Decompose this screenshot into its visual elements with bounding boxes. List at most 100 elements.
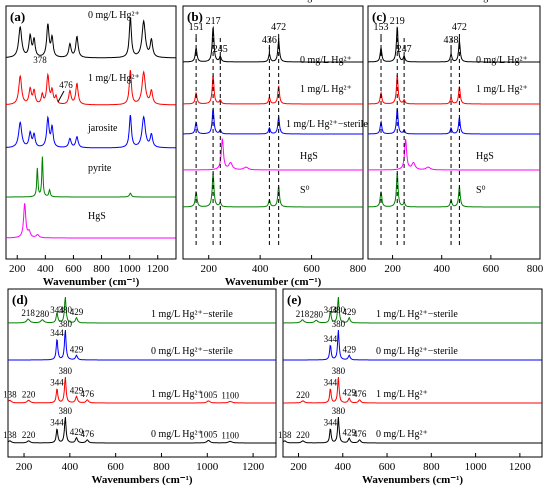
x-tick-label-d-1000: 1000 bbox=[196, 461, 219, 473]
series-label-b-3: HgS bbox=[300, 151, 318, 162]
peak-label-c-1: 219 bbox=[390, 16, 405, 27]
peak-label-d-2-344: 344 bbox=[50, 378, 64, 388]
peak-label-d-0-344: 344 bbox=[50, 305, 64, 315]
series-label-a-1: 1 mg/L Hg²⁺ bbox=[88, 73, 140, 84]
series-line-e-0 bbox=[283, 296, 542, 324]
peak-label-d-2-380: 380 bbox=[59, 366, 73, 376]
series-label-a-3: pyrite bbox=[88, 163, 112, 174]
series-line-d-2 bbox=[7, 376, 276, 404]
x-tick-label-e-200: 200 bbox=[290, 461, 307, 473]
x-axis-label-d: Wavenumbers (cm⁻¹) bbox=[91, 474, 192, 486]
x-tick-label-d-1200: 1200 bbox=[242, 461, 265, 473]
series-line-b-3 bbox=[182, 137, 363, 171]
panel-a: (a) 200 400 600 800 1000 1200 Wavenumber (cm⁻¹)… bbox=[5, 5, 177, 288]
annotation-a-0: 378 bbox=[33, 55, 47, 65]
series-label-a-4: HgS bbox=[88, 211, 106, 222]
series-line-a-0 bbox=[6, 17, 176, 59]
series-line-d-3 bbox=[7, 416, 276, 444]
plot-frame-e bbox=[282, 288, 543, 458]
series-label-b-0: 0 mg/L Hg²⁺ bbox=[300, 55, 352, 66]
peak-label-d-3-220: 220 bbox=[22, 430, 36, 440]
peak-label-c-2: 247 bbox=[397, 44, 412, 55]
peak-label-d-2-138: 138 bbox=[3, 389, 17, 399]
peak-label-d-2-429: 429 bbox=[70, 386, 84, 396]
peak-label-e-1-429: 429 bbox=[342, 345, 356, 355]
series-line-d-1 bbox=[8, 329, 276, 361]
x-tick-label-a-1200: 1200 bbox=[147, 263, 170, 275]
x-tick-label-c-400: 400 bbox=[433, 263, 450, 275]
series-label-e-1: 0 mg/L Hg²⁺−sterile bbox=[376, 346, 458, 357]
x-tick-label-a-1000: 1000 bbox=[119, 263, 142, 275]
peak-label-e-3-429: 429 bbox=[342, 427, 356, 437]
x-tick-label-e-600: 600 bbox=[379, 461, 396, 473]
series-line-c-1 bbox=[368, 75, 540, 105]
peak-label-d-1-344: 344 bbox=[50, 328, 64, 338]
peak-label-e-0-344: 344 bbox=[324, 305, 338, 315]
peak-label-e-1-344: 344 bbox=[324, 334, 338, 344]
peak-label-b-3: 436 bbox=[262, 35, 277, 46]
peak-label-b-0: 151 bbox=[189, 22, 204, 33]
x-tick-label-e-400: 400 bbox=[335, 461, 352, 473]
panel-c: (c) 200 400 600 800 0 mg/L Hg²⁺ 1 mg/L Hg²⁺ HgS… bbox=[368, 0, 544, 275]
series-label-e-3: 0 mg/L Hg²⁺ bbox=[376, 429, 428, 440]
series-label-d-3: 0 mg/L Hg²⁺ bbox=[151, 429, 203, 440]
series-line-a-4 bbox=[6, 203, 176, 239]
x-tick-label-c-800: 800 bbox=[527, 263, 544, 275]
panel-b: (b) 200 400 600 800 Wavenumber (cm⁻¹) 0 mg/L H… bbox=[183, 0, 368, 288]
peak-label-e-0-429: 429 bbox=[342, 307, 356, 317]
peak-label-e-2-380: 380 bbox=[332, 366, 346, 376]
x-tick-label-e-1000: 1000 bbox=[465, 461, 488, 473]
series-line-a-3 bbox=[6, 156, 176, 198]
series-label-d-2: 1 mg/L Hg²⁺ bbox=[151, 389, 203, 400]
x-tick-label-c-600: 600 bbox=[483, 263, 500, 275]
series-line-e-1 bbox=[283, 329, 542, 361]
series-label-a-2: jarosite bbox=[87, 123, 118, 134]
series-label-c-1: 1 mg/L Hg²⁺ bbox=[476, 84, 528, 95]
peak-label-e-3-344: 344 bbox=[324, 418, 338, 428]
x-tick-label-b-800: 800 bbox=[350, 263, 367, 275]
peak-label-d-0-218: 218 bbox=[21, 308, 35, 318]
series-label-a-0: 0 mg/L Hg²⁺ bbox=[88, 10, 140, 21]
series-label-b-2: 1 mg/L Hg²⁺−sterile bbox=[286, 119, 368, 130]
annotation-arrow-a bbox=[57, 90, 65, 103]
x-tick-label-a-600: 600 bbox=[65, 263, 82, 275]
series-line-e-3 bbox=[282, 416, 542, 444]
series-line-c-0 bbox=[368, 26, 540, 63]
series-label-b-4: S⁰ bbox=[300, 185, 310, 196]
series-line-d-0 bbox=[8, 296, 276, 324]
peak-label-d-1-429: 429 bbox=[70, 345, 84, 355]
series-line-a-2 bbox=[6, 114, 176, 149]
peak-label-e-2-429: 429 bbox=[342, 387, 356, 397]
panel-label-a: (a) bbox=[10, 9, 25, 24]
peak-label-e-2-344: 344 bbox=[324, 378, 338, 388]
panel-label-c: (c) bbox=[372, 9, 386, 24]
series-label-b-1: 1 mg/L Hg²⁺ bbox=[300, 84, 352, 95]
panel-label-b: (b) bbox=[187, 9, 203, 24]
peak-label-e-1-380: 380 bbox=[332, 319, 346, 329]
series-label-e-0: 1 mg/L Hg²⁺−sterile bbox=[376, 309, 458, 320]
series-line-e-2 bbox=[283, 376, 542, 404]
peak-label-e-3-138: 138 bbox=[278, 430, 292, 440]
peak-label-e-0-218: 218 bbox=[296, 309, 310, 319]
peak-label-d-0-380: 380 bbox=[59, 305, 73, 315]
plot-frame-b bbox=[182, 5, 364, 260]
series-line-c-4 bbox=[368, 172, 540, 208]
panel-d: (d) 200 400 600 800 1000 1200 Wavenumbers (cm⁻¹… bbox=[3, 288, 277, 486]
peak-label-d-1-380: 380 bbox=[59, 319, 73, 329]
plot-frame-c bbox=[367, 5, 541, 260]
x-tick-label-a-800: 800 bbox=[93, 263, 110, 275]
peak-label-e-2-476: 476 bbox=[353, 389, 367, 399]
x-axis-label-a: Wavenumber (cm⁻¹) bbox=[43, 276, 140, 288]
peak-label-c-0: 153 bbox=[374, 22, 389, 33]
peak-label-e-2-220: 220 bbox=[296, 390, 310, 400]
x-tick-label-c-200: 200 bbox=[384, 263, 401, 275]
x-tick-label-e-1200: 1200 bbox=[509, 461, 532, 473]
x-axis-label-b: Wavenumber (cm⁻¹) bbox=[225, 276, 322, 288]
x-tick-label-e-800: 800 bbox=[423, 461, 440, 473]
peak-label-b-4: 472 bbox=[271, 22, 286, 33]
series-label-e-2: 1 mg/L Hg²⁺ bbox=[376, 389, 428, 400]
peak-label-e-3-220: 220 bbox=[296, 430, 310, 440]
x-tick-label-d-600: 600 bbox=[107, 461, 124, 473]
peak-label-e-0-280: 280 bbox=[309, 309, 323, 319]
peak-label-d-2-1005: 1005 bbox=[199, 390, 218, 400]
